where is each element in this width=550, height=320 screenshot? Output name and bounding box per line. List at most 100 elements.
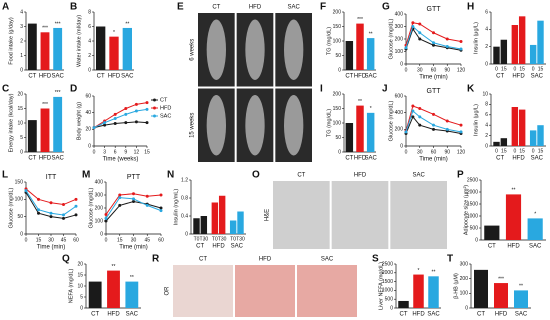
y-tick-label: 100 xyxy=(333,120,342,126)
point xyxy=(113,112,117,116)
y-tick-label: 500 xyxy=(470,225,479,231)
x-tick-label: HFD xyxy=(354,156,367,162)
y-tick-label: 10 xyxy=(77,283,83,289)
x-tick-label: 0 xyxy=(495,148,498,154)
point xyxy=(445,127,449,131)
y-tick-label: 100 xyxy=(395,49,404,55)
y-axis-label: Insulin (μg/L) xyxy=(473,22,479,54)
x-tick-label: 15 xyxy=(501,148,507,154)
bar xyxy=(493,46,500,64)
point xyxy=(92,126,96,130)
y-tick-label: 0 xyxy=(80,305,83,311)
y-tick-label: 1500 xyxy=(382,279,393,285)
y-tick-label: 200 xyxy=(395,36,404,42)
y-tick-label: 1.2 xyxy=(181,177,188,183)
bar xyxy=(211,202,219,234)
point xyxy=(404,46,408,50)
x-tick-label: HFD xyxy=(354,74,367,80)
bar xyxy=(518,109,526,146)
specimen xyxy=(206,95,226,156)
y-tick-label: 2 xyxy=(485,44,488,50)
y-tick-label: 0 xyxy=(390,305,393,311)
x-tick-label: T30 xyxy=(200,236,209,242)
x-tick-label: CT xyxy=(400,312,408,318)
x-tick-label: CT xyxy=(28,74,36,80)
bar xyxy=(53,27,63,70)
point xyxy=(104,219,108,223)
bar xyxy=(366,38,375,70)
point xyxy=(411,104,415,108)
point xyxy=(411,109,415,113)
bar xyxy=(107,270,120,308)
x-tick-label: CT xyxy=(28,156,36,162)
series-line xyxy=(405,115,462,134)
y-tick-label: 50 xyxy=(335,53,341,59)
point xyxy=(432,123,435,127)
x-tick-label: CT xyxy=(97,74,105,80)
x-tick-label: 30 xyxy=(417,67,423,73)
series-line xyxy=(93,108,148,129)
y-axis-label: β-HB (μM) xyxy=(453,273,459,299)
specimen xyxy=(284,19,304,80)
y-tick-label: 200 xyxy=(333,9,342,15)
y-tick-label: 200 xyxy=(95,205,104,211)
group-label: CT xyxy=(496,156,504,162)
y-tick-label: 0 xyxy=(465,305,468,311)
column-label: CT xyxy=(212,5,220,11)
x-tick-label: SAC xyxy=(427,312,440,318)
y-tick-label: 1500 xyxy=(467,201,478,207)
group-label: CT xyxy=(196,244,204,250)
y-tick-label: 100 xyxy=(15,197,24,203)
bar xyxy=(527,218,543,240)
y-tick-label: 400 xyxy=(95,179,104,185)
specimen xyxy=(206,19,226,80)
y-tick-label: 200 xyxy=(395,127,404,133)
x-tick-label: CT xyxy=(345,74,353,80)
x-tick-label: 45 xyxy=(61,237,67,243)
x-tick-label: 0 xyxy=(405,67,408,73)
x-tick-label: T30 xyxy=(218,236,227,242)
bar xyxy=(125,281,139,308)
micrograph xyxy=(297,265,357,317)
point xyxy=(404,130,408,134)
point xyxy=(159,209,163,213)
x-tick-label: HFD xyxy=(412,312,425,318)
bar xyxy=(493,141,500,146)
significance: ** xyxy=(369,31,373,37)
significance: ** xyxy=(519,284,523,290)
axis xyxy=(405,14,461,65)
point xyxy=(145,203,149,207)
y-tick-label: 0 xyxy=(20,231,23,237)
group-label: SAC xyxy=(531,156,544,162)
x-axis-label: Time (min) xyxy=(419,75,447,81)
y-tick-label: 0 xyxy=(100,231,103,237)
point xyxy=(459,40,463,43)
point xyxy=(62,213,65,217)
chart-title: GTT xyxy=(427,6,442,13)
point xyxy=(104,216,108,220)
x-tick-label: 120 xyxy=(457,149,466,155)
significance: ** xyxy=(130,275,134,281)
significance: ** xyxy=(512,188,516,194)
y-tick-label: 200 xyxy=(460,276,469,282)
y-tick-label: 1 xyxy=(20,53,23,59)
y-tick-label: 0 xyxy=(475,237,478,243)
point xyxy=(62,216,65,220)
point xyxy=(432,31,435,35)
axis xyxy=(405,96,461,147)
x-tick-label: CT xyxy=(488,244,496,250)
x-tick-label: T0 xyxy=(230,236,236,242)
point xyxy=(159,193,163,197)
point xyxy=(459,47,463,51)
bar xyxy=(122,27,132,70)
point xyxy=(418,37,422,41)
chart-title: ITT xyxy=(46,174,57,181)
significance: ** xyxy=(432,270,436,276)
y-tick-label: 1000 xyxy=(467,213,478,219)
point xyxy=(432,112,435,116)
y-axis-label: NEFA (mg/dL) xyxy=(68,269,74,304)
stain-label: H&E xyxy=(265,209,271,221)
y-tick-label: 5 xyxy=(80,294,83,300)
bar xyxy=(484,225,500,240)
y-axis-label: Energy intake (kcal/day) xyxy=(8,93,14,152)
